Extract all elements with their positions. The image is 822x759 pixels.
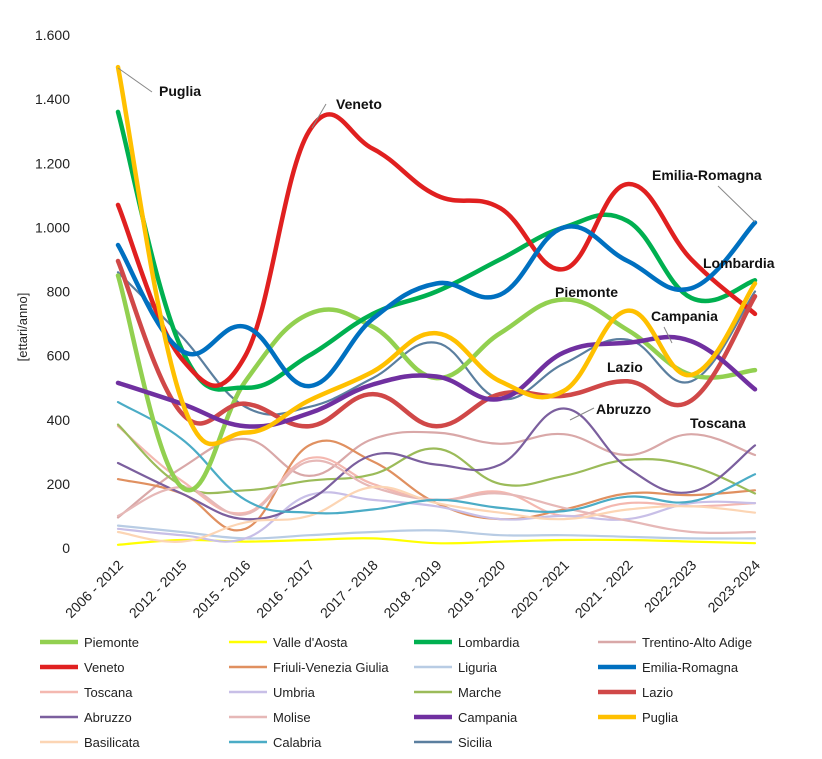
legend-label: Sicilia [458, 735, 493, 750]
y-axis: 0 200 400 600 800 1.000 1.200 1.400 1.600 [35, 27, 70, 556]
annotation-lazio: Lazio [607, 359, 643, 375]
legend-label: Toscana [84, 685, 133, 700]
legend: Piemonte Valle d'Aosta Lombardia Trentino-A… [40, 635, 752, 750]
legend-item-toscana: Toscana [40, 685, 133, 700]
legend-item-piemonte: Piemonte [40, 635, 139, 650]
series-line-campania [115, 334, 758, 429]
series-line-piemonte [115, 273, 758, 493]
legend-item-veneto: Veneto [40, 660, 125, 675]
legend-item-lombardia: Lombardia [414, 635, 520, 650]
series-line-emilia-romagna [115, 220, 758, 389]
annotation-piemonte: Piemonte [555, 284, 618, 300]
x-tick-label: 2022-2023 [641, 557, 700, 616]
legend-item-liguria: Liguria [414, 660, 498, 675]
y-tick-label: 1.200 [35, 155, 70, 171]
y-tick-label: 1.600 [35, 27, 70, 43]
x-tick-label: 2018 - 2019 [380, 557, 444, 621]
series-lines [115, 64, 758, 546]
x-tick-label: 2016 - 2017 [253, 557, 317, 621]
x-tick-label: 2021 - 2022 [572, 557, 636, 621]
legend-item-campania: Campania [414, 710, 518, 725]
legend-label: Lombardia [458, 635, 520, 650]
legend-item-sicilia: Sicilia [414, 735, 493, 750]
legend-item-valle-d-aosta: Valle d'Aosta [229, 635, 348, 650]
annotation-emilia-romagna: Emilia-Romagna [652, 167, 762, 183]
series-line-liguria [116, 524, 757, 540]
legend-item-friuli-venezia-giulia: Friuli-Venezia Giulia [229, 660, 389, 675]
annotation-toscana: Toscana [690, 415, 746, 431]
legend-label: Puglia [642, 710, 679, 725]
legend-item-marche: Marche [414, 685, 501, 700]
legend-item-abruzzo: Abruzzo [40, 710, 132, 725]
x-tick-label: 2015 - 2016 [189, 557, 253, 621]
series-line-umbria [116, 491, 757, 543]
legend-item-emilia-romagna: Emilia-Romagna [598, 660, 739, 675]
annotation-leader-emilia-romagna [717, 185, 756, 223]
legend-item-umbria: Umbria [229, 685, 316, 700]
legend-label: Liguria [458, 660, 498, 675]
legend-label: Calabria [273, 735, 322, 750]
series-line-abruzzo [116, 407, 757, 521]
legend-label: Umbria [273, 685, 316, 700]
annotation-leader-veneto [311, 103, 327, 129]
series-line-lombardia [115, 109, 758, 392]
series-line-basilicata [116, 485, 757, 543]
annotation-puglia: Puglia [159, 83, 201, 99]
series-line-puglia [115, 64, 758, 447]
annotation-abruzzo: Abruzzo [596, 401, 651, 417]
legend-label: Friuli-Venezia Giulia [273, 660, 389, 675]
legend-item-lazio: Lazio [598, 685, 673, 700]
legend-label: Piemonte [84, 635, 139, 650]
annotation-veneto: Veneto [336, 96, 382, 112]
legend-label: Abruzzo [84, 710, 132, 725]
y-tick-label: 600 [47, 348, 71, 364]
annotation-leader-abruzzo [569, 407, 595, 421]
legend-label: Campania [458, 710, 518, 725]
x-tick-label: 2019 - 2020 [444, 557, 508, 621]
annotation-leader-puglia [117, 67, 153, 93]
y-axis-label: [ettari/anno] [15, 293, 30, 362]
series-line-marche [116, 423, 757, 495]
legend-item-puglia: Puglia [598, 710, 679, 725]
legend-item-molise: Molise [229, 710, 311, 725]
legend-label: Veneto [84, 660, 125, 675]
legend-label: Basilicata [84, 735, 140, 750]
x-tick-label: 2012 - 2015 [126, 557, 190, 621]
y-tick-label: 1.400 [35, 91, 70, 107]
annotation-lombardia: Lombardia [703, 255, 775, 271]
x-tick-label: 2017 - 2018 [317, 557, 381, 621]
y-tick-label: 800 [47, 284, 71, 300]
legend-label: Trentino-Alto Adige [642, 635, 752, 650]
series-line-calabria [116, 401, 757, 515]
legend-label: Molise [273, 710, 311, 725]
y-tick-label: 200 [47, 476, 71, 492]
legend-item-calabria: Calabria [229, 735, 322, 750]
x-tick-label: 2023-2024 [704, 557, 763, 616]
legend-item-trentino-alto-adige: Trentino-Alto Adige [598, 635, 752, 650]
x-axis: 2006 - 2012 2012 - 2015 2015 - 2016 2016 - … [62, 557, 763, 621]
y-tick-label: 400 [47, 412, 71, 428]
annotation-campania: Campania [651, 308, 718, 324]
series-line-veneto [115, 112, 758, 388]
y-tick-label: 1.000 [35, 219, 70, 235]
legend-label: Marche [458, 685, 501, 700]
legend-item-basilicata: Basilicata [40, 735, 140, 750]
legend-label: Emilia-Romagna [642, 660, 739, 675]
series-line-lazio [115, 258, 758, 429]
annotations: Puglia Veneto Emilia-Romagna Lombardia Piemo… [117, 67, 775, 431]
legend-label: Lazio [642, 685, 673, 700]
annotation-leader-campania [663, 326, 673, 344]
x-tick-label: 2020 - 2021 [508, 557, 572, 621]
x-tick-label: 2006 - 2012 [62, 557, 126, 621]
legend-label: Valle d'Aosta [273, 635, 348, 650]
y-tick-label: 0 [62, 540, 70, 556]
